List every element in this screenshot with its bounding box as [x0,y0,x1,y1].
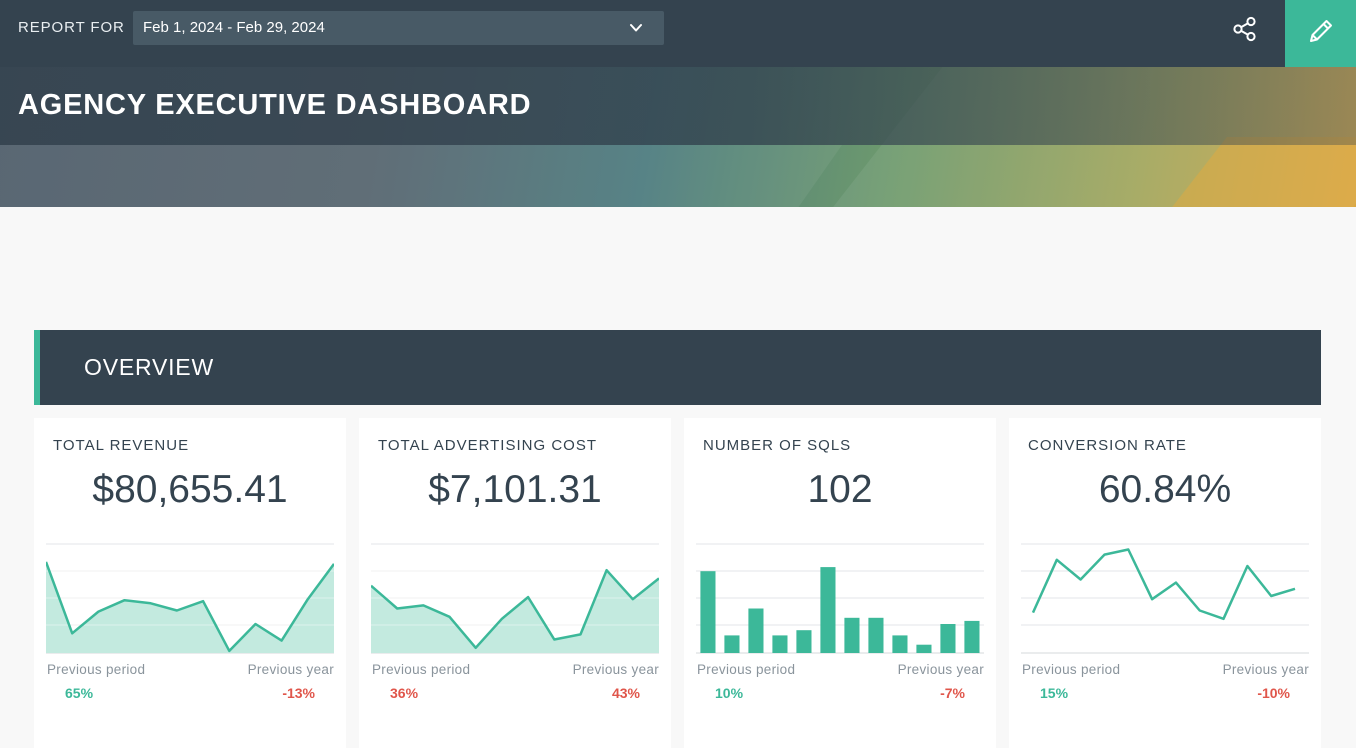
kpi-title: TOTAL REVENUE [53,437,190,454]
top-bar: REPORT FOR Feb 1, 2024 - Feb 29, 2024 [0,0,1356,67]
hero-banner: AGENCY EXECUTIVE DASHBOARD [0,67,1356,207]
previous-year-change: -7% [940,685,965,701]
chart-bar [940,624,956,653]
chart-bar [964,620,980,653]
kpi-title: CONVERSION RATE [1028,437,1187,454]
previous-period-change: 10% [715,685,744,701]
previous-period-label: Previous period [47,662,146,677]
previous-period-label: Previous period [372,662,471,677]
chart-bar [868,617,884,653]
previous-year-label: Previous year [572,662,659,677]
kpi-chart [1021,543,1309,654]
previous-year-label: Previous year [247,662,334,677]
kpi-value: $80,655.41 [92,468,288,511]
kpi-chart [371,543,659,654]
kpi-card-advertising-cost[interactable]: TOTAL ADVERTISING COST $7,101.31 Previou… [359,418,671,748]
kpi-value: 60.84% [1098,468,1232,511]
kpi-chart [696,543,984,654]
kpi-value: $7,101.31 [428,468,602,511]
hero-decoration [0,145,843,207]
chart-bar [916,644,932,653]
edit-button[interactable] [1285,0,1356,67]
previous-year-change: -10% [1257,685,1290,701]
share-button[interactable] [1229,14,1261,44]
kpi-card-conversion-rate[interactable]: CONVERSION RATE 60.84% Previous period P… [1009,418,1321,748]
kpi-card-total-revenue[interactable]: TOTAL REVENUE $80,655.41 Previous period… [34,418,346,748]
kpi-value: 102 [807,468,873,511]
previous-year-label: Previous year [1222,662,1309,677]
chart-bar [892,635,908,653]
chart-bar [748,608,764,653]
previous-period-label: Previous period [1022,662,1121,677]
chart-bar [820,567,836,653]
previous-period-change: 36% [390,685,419,701]
report-for-label: REPORT FOR [18,19,125,36]
previous-period-change: 65% [65,685,94,701]
previous-year-change: -13% [282,685,315,701]
chart-bar [796,630,812,653]
overview-section-header: OVERVIEW [34,330,1321,405]
overview-title: OVERVIEW [84,354,214,380]
chart-area [371,570,659,653]
kpi-card-number-of-sqls[interactable]: NUMBER OF SQLS 102 Previous period Previ… [684,418,996,748]
chart-bar [772,635,788,653]
chevron-down-icon [630,24,642,32]
pencil-icon [1310,20,1332,42]
previous-period-label: Previous period [697,662,796,677]
kpi-title: TOTAL ADVERTISING COST [378,437,597,454]
dashboard-title: AGENCY EXECUTIVE DASHBOARD [18,89,532,121]
previous-year-label: Previous year [897,662,984,677]
kpi-chart [46,543,334,654]
date-range-select[interactable]: Feb 1, 2024 - Feb 29, 2024 [133,11,664,45]
kpi-title: NUMBER OF SQLS [703,437,852,454]
chart-area [46,561,334,653]
share-icon [1233,16,1256,42]
date-range-value: Feb 1, 2024 - Feb 29, 2024 [143,19,325,36]
previous-period-change: 15% [1040,685,1069,701]
chart-bar [724,635,740,653]
chart-bar [844,617,860,653]
hero-title-band [0,67,1356,145]
chart-bar [700,571,716,653]
chart-series-line [371,568,659,650]
previous-year-change: 43% [611,685,640,701]
chart-series-line [46,561,334,653]
chart-series-line [1031,548,1296,621]
section-accent-bar [34,330,40,405]
